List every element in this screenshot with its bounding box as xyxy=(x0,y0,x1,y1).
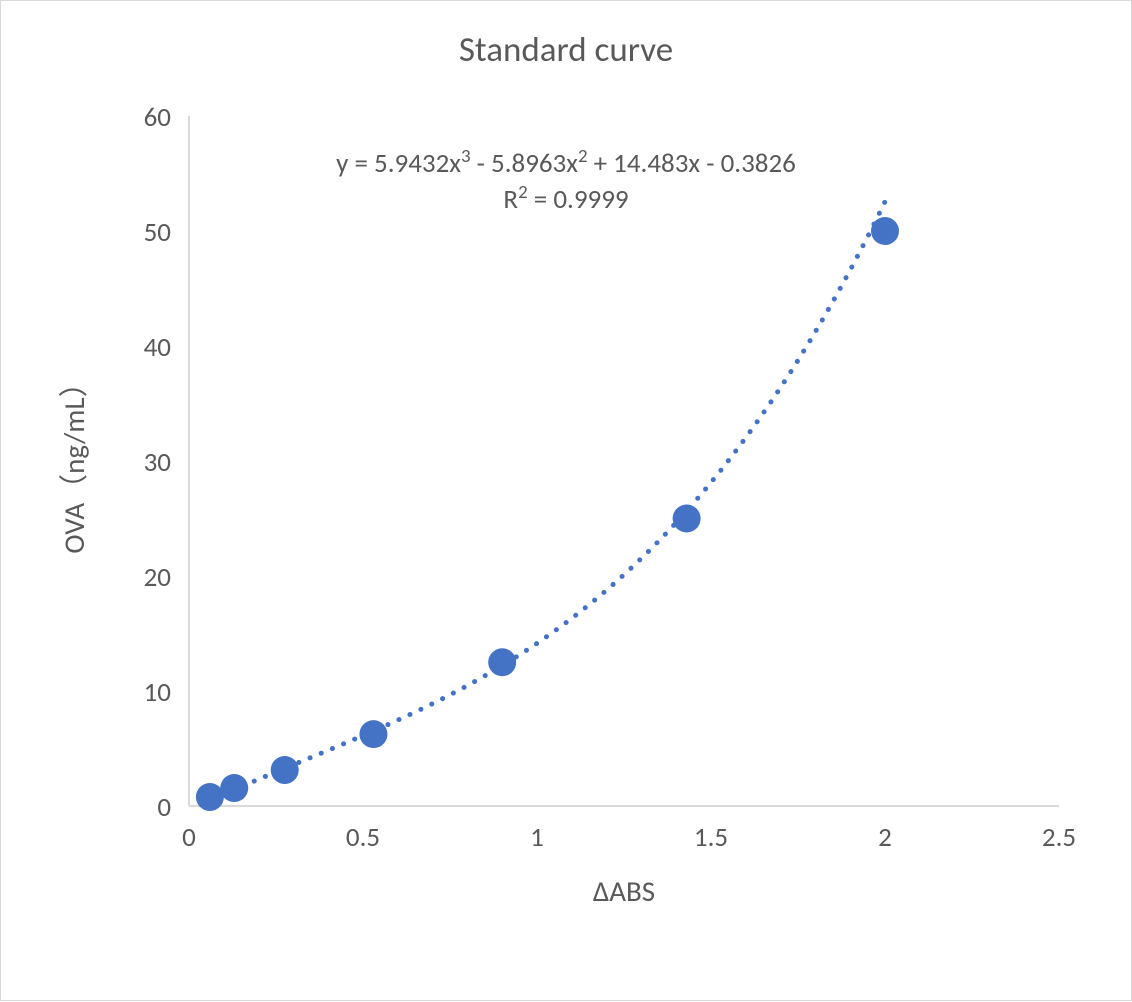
x-tick-label: 1 xyxy=(530,821,544,854)
y-tick-label: 30 xyxy=(144,446,171,479)
y-tick-label: 0 xyxy=(157,791,171,824)
chart-container: Standard curve y = 5.9432x3 - 5.8963x2 +… xyxy=(0,0,1132,1001)
y-axis-tick-labels: 0 10 20 30 40 50 60 xyxy=(144,101,171,824)
y-tick-label: 10 xyxy=(144,676,171,709)
y-axis-title: OVA（ng/mL） xyxy=(56,368,92,553)
data-point xyxy=(196,783,224,811)
plot-area: 0 0.5 1 1.5 2 2.5 0 10 20 30 40 50 60 ΔABS OVA（ng/m… xyxy=(1,1,1132,1002)
x-tick-label: 0 xyxy=(182,821,196,854)
y-tick-label: 20 xyxy=(144,561,171,594)
x-tick-label: 0.5 xyxy=(346,821,380,854)
x-tick-label: 2.5 xyxy=(1042,821,1076,854)
y-tick-label: 50 xyxy=(144,216,171,249)
y-tick-label: 40 xyxy=(144,331,171,364)
data-point xyxy=(673,505,701,533)
data-point xyxy=(220,774,248,802)
x-tick-label: 1.5 xyxy=(694,821,728,854)
data-point xyxy=(359,720,387,748)
x-axis-title: ΔABS xyxy=(593,873,655,909)
x-tick-label: 2 xyxy=(878,821,892,854)
x-axis-tick-labels: 0 0.5 1 1.5 2 2.5 xyxy=(182,821,1076,854)
data-point xyxy=(488,648,516,676)
trendline xyxy=(210,202,885,801)
y-tick-label: 60 xyxy=(144,101,171,134)
data-points-group xyxy=(196,217,899,811)
data-point xyxy=(271,756,299,784)
data-point xyxy=(871,217,899,245)
